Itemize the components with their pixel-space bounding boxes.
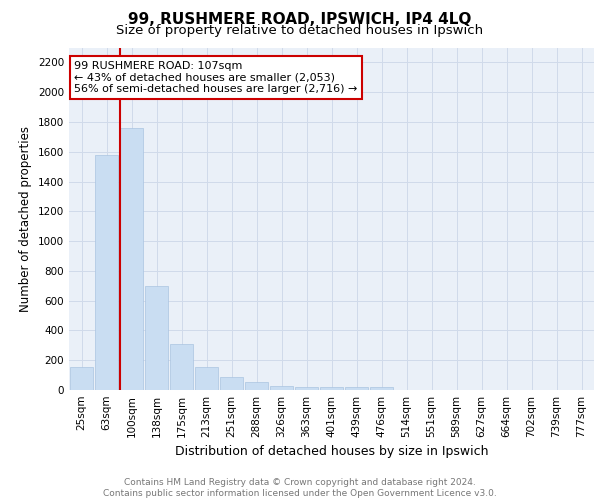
Bar — [220, 376, 243, 390]
Bar — [95, 154, 118, 390]
X-axis label: Distribution of detached houses by size in Ipswich: Distribution of detached houses by size … — [175, 446, 488, 458]
Bar — [370, 387, 393, 390]
Bar — [195, 367, 218, 390]
Bar — [170, 344, 193, 390]
Bar — [295, 387, 318, 390]
Bar — [270, 386, 293, 390]
Text: Contains HM Land Registry data © Crown copyright and database right 2024.
Contai: Contains HM Land Registry data © Crown c… — [103, 478, 497, 498]
Bar — [120, 128, 143, 390]
Y-axis label: Number of detached properties: Number of detached properties — [19, 126, 32, 312]
Bar — [320, 387, 343, 390]
Bar — [245, 382, 268, 390]
Text: 99, RUSHMERE ROAD, IPSWICH, IP4 4LQ: 99, RUSHMERE ROAD, IPSWICH, IP4 4LQ — [128, 12, 472, 28]
Text: 99 RUSHMERE ROAD: 107sqm
← 43% of detached houses are smaller (2,053)
56% of sem: 99 RUSHMERE ROAD: 107sqm ← 43% of detach… — [74, 61, 358, 94]
Text: Size of property relative to detached houses in Ipswich: Size of property relative to detached ho… — [116, 24, 484, 37]
Bar — [70, 367, 93, 390]
Bar — [345, 387, 368, 390]
Bar — [145, 286, 168, 390]
